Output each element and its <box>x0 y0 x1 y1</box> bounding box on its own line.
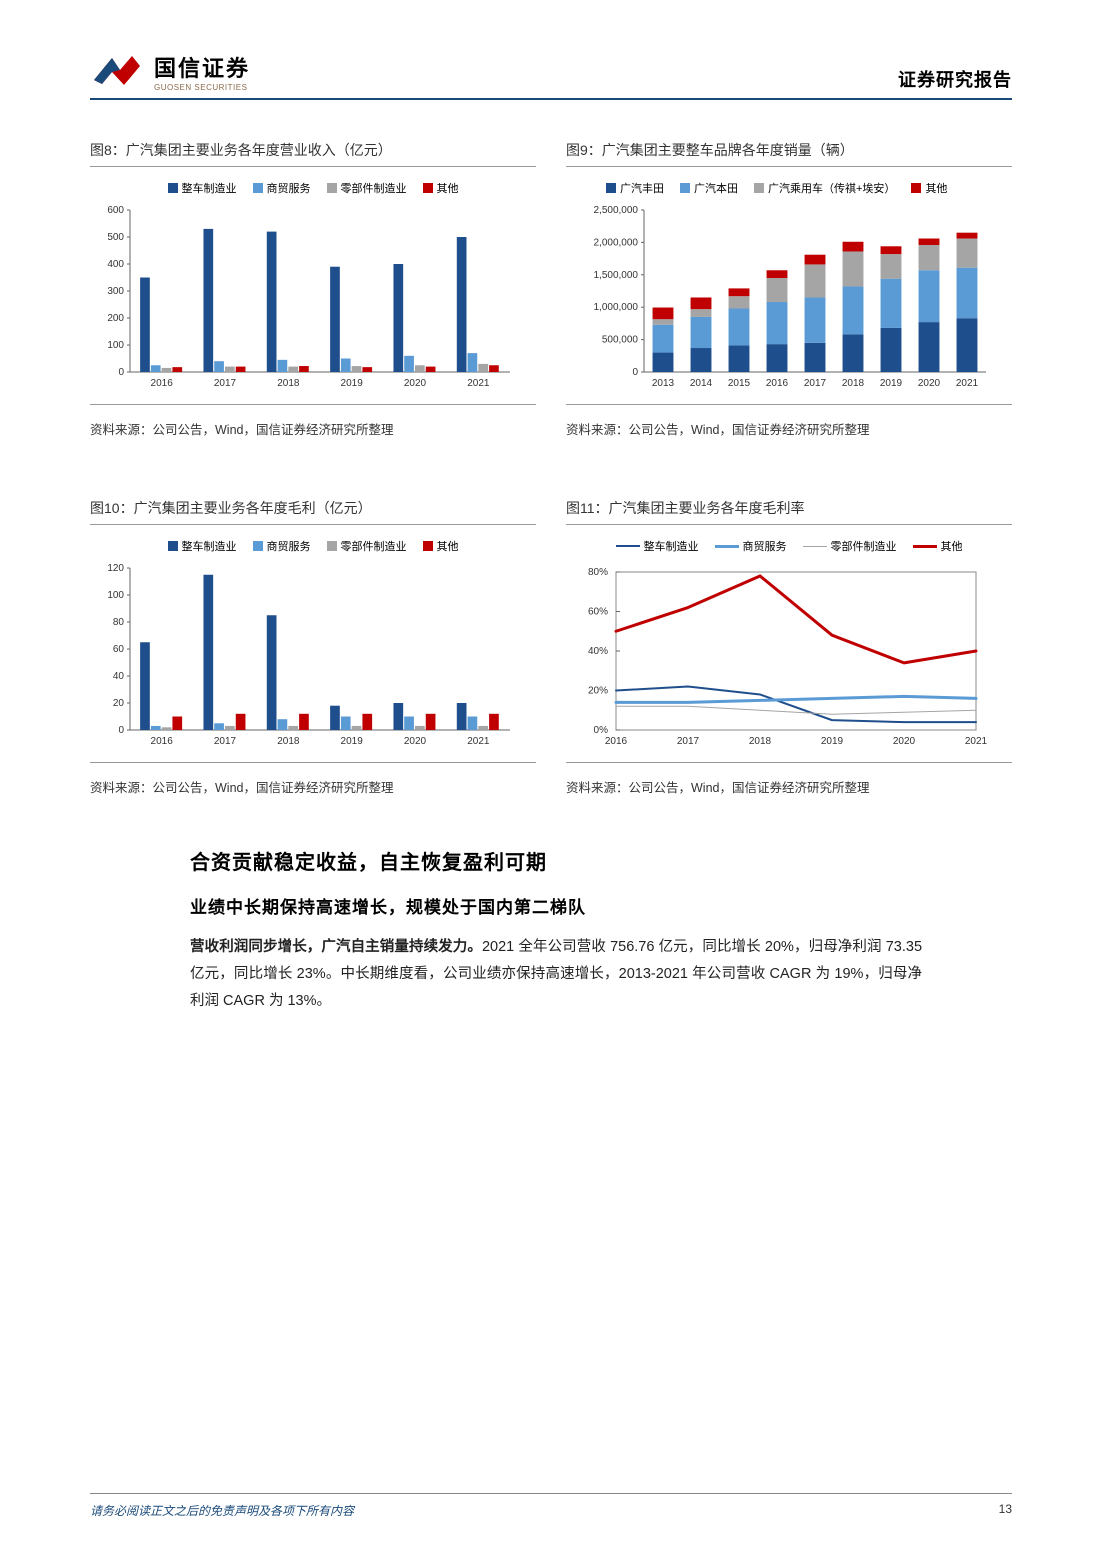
svg-text:2017: 2017 <box>804 378 827 389</box>
chart-11-svg: 0% 20% 40% 60% 80% 2016 2017 2018 2019 2020 2021 <box>566 562 996 752</box>
svg-text:2020: 2020 <box>404 736 427 747</box>
svg-text:100: 100 <box>107 340 124 351</box>
svg-text:500: 500 <box>107 232 124 243</box>
para-lead: 营收利润同步增长，广汽自主销量持续发力。 <box>190 939 482 955</box>
chart-11-legend: 整车制造业商贸服务零部件制造业其他 <box>566 538 1012 554</box>
svg-text:100: 100 <box>107 590 124 601</box>
svg-text:2016: 2016 <box>605 736 628 747</box>
body-text: 合资贡献稳定收益，自主恢复盈利可期 业绩中长期保持高速增长，规模处于国内第二梯队… <box>90 846 1012 1014</box>
svg-text:2021: 2021 <box>965 736 988 747</box>
chart-9: 图9：广汽集团主要整车品牌各年度销量（辆） 广汽丰田广汽本田广汽乘用车（传祺+埃… <box>566 140 1012 438</box>
svg-text:2021: 2021 <box>467 736 490 747</box>
svg-text:2016: 2016 <box>151 378 174 389</box>
chart-8: 图8：广汽集团主要业务各年度营业收入（亿元） 整车制造业商贸服务零部件制造业其他… <box>90 140 536 438</box>
svg-text:300: 300 <box>107 286 124 297</box>
chart-8-svg: 0 100 200 300 400 500 600 2016 2017 2018 2019 2020 2… <box>90 204 520 394</box>
logo-text-en: GUOSEN SECURITIES <box>154 83 250 92</box>
chart-11-title: 图11：广汽集团主要业务各年度毛利率 <box>566 498 1012 525</box>
chart-9-title: 图9：广汽集团主要整车品牌各年度销量（辆） <box>566 140 1012 167</box>
chart-11: 图11：广汽集团主要业务各年度毛利率 整车制造业商贸服务零部件制造业其他 0%2… <box>566 498 1012 796</box>
svg-text:600: 600 <box>107 205 124 216</box>
svg-text:2018: 2018 <box>842 378 865 389</box>
svg-text:2018: 2018 <box>277 736 300 747</box>
section-subheading: 业绩中长期保持高速增长，规模处于国内第二梯队 <box>190 893 922 918</box>
logo-icon <box>90 50 146 92</box>
svg-text:2019: 2019 <box>341 736 364 747</box>
chart-10-svg: 0 20 40 60 80 100 120 2016 2017 2018 2019 2020 2021 <box>90 562 520 752</box>
svg-text:1,500,000: 1,500,000 <box>594 270 639 281</box>
chart-8-title: 图8：广汽集团主要业务各年度营业收入（亿元） <box>90 140 536 167</box>
svg-text:40%: 40% <box>588 646 608 657</box>
section-heading: 合资贡献稳定收益，自主恢复盈利可期 <box>190 846 922 875</box>
body-paragraph: 营收利润同步增长，广汽自主销量持续发力。2021 全年公司营收 756.76 亿… <box>190 934 922 1014</box>
svg-text:2020: 2020 <box>918 378 941 389</box>
footer-disclaimer: 请务必阅读正文之后的免责声明及各项下所有内容 <box>90 1502 354 1519</box>
svg-text:2014: 2014 <box>690 378 713 389</box>
svg-text:80: 80 <box>113 617 125 628</box>
chart-8-legend: 整车制造业商贸服务零部件制造业其他 <box>90 180 536 196</box>
svg-text:0%: 0% <box>594 725 609 736</box>
svg-text:2,000,000: 2,000,000 <box>594 237 639 248</box>
svg-text:0: 0 <box>632 367 638 378</box>
svg-text:2018: 2018 <box>277 378 300 389</box>
svg-text:1,000,000: 1,000,000 <box>594 302 639 313</box>
chart-10-source: 资料来源：公司公告，Wind，国信证券经济研究所整理 <box>90 777 536 796</box>
svg-text:0: 0 <box>118 725 124 736</box>
page-footer: 请务必阅读正文之后的免责声明及各项下所有内容 13 <box>90 1493 1012 1519</box>
logo: 国信证券 GUOSEN SECURITIES <box>90 50 250 92</box>
svg-text:2020: 2020 <box>404 378 427 389</box>
svg-text:2017: 2017 <box>214 736 237 747</box>
svg-text:2020: 2020 <box>893 736 916 747</box>
svg-text:2017: 2017 <box>214 378 237 389</box>
svg-text:2,500,000: 2,500,000 <box>594 205 639 216</box>
chart-11-source: 资料来源：公司公告，Wind，国信证券经济研究所整理 <box>566 777 1012 796</box>
chart-9-svg: 0 500,000 1,000,000 1,500,000 2,000,000 2,500… <box>566 204 996 394</box>
svg-text:2019: 2019 <box>341 378 364 389</box>
chart-10: 图10：广汽集团主要业务各年度毛利（亿元） 整车制造业商贸服务零部件制造业其他 … <box>90 498 536 796</box>
header-title: 证券研究报告 <box>898 66 1012 92</box>
chart-10-title: 图10：广汽集团主要业务各年度毛利（亿元） <box>90 498 536 525</box>
logo-text-cn: 国信证券 <box>154 51 250 83</box>
svg-text:80%: 80% <box>588 567 608 578</box>
svg-text:120: 120 <box>107 563 124 574</box>
chart-10-legend: 整车制造业商贸服务零部件制造业其他 <box>90 538 536 554</box>
svg-text:200: 200 <box>107 313 124 324</box>
svg-text:2019: 2019 <box>880 378 903 389</box>
chart-9-source: 资料来源：公司公告，Wind，国信证券经济研究所整理 <box>566 419 1012 438</box>
svg-text:2018: 2018 <box>749 736 772 747</box>
svg-text:2021: 2021 <box>956 378 979 389</box>
svg-text:2016: 2016 <box>151 736 174 747</box>
svg-text:400: 400 <box>107 259 124 270</box>
svg-text:40: 40 <box>113 671 125 682</box>
svg-text:20%: 20% <box>588 686 608 697</box>
svg-text:0: 0 <box>118 367 124 378</box>
svg-text:2019: 2019 <box>821 736 844 747</box>
svg-text:2013: 2013 <box>652 378 675 389</box>
page-header: 国信证券 GUOSEN SECURITIES 证券研究报告 <box>90 50 1012 100</box>
chart-9-legend: 广汽丰田广汽本田广汽乘用车（传祺+埃安）其他 <box>566 180 1012 196</box>
svg-text:60: 60 <box>113 644 125 655</box>
svg-text:500,000: 500,000 <box>602 335 639 346</box>
svg-text:2021: 2021 <box>467 378 490 389</box>
svg-text:2015: 2015 <box>728 378 751 389</box>
svg-text:2017: 2017 <box>677 736 700 747</box>
svg-text:60%: 60% <box>588 607 608 618</box>
svg-text:20: 20 <box>113 698 125 709</box>
footer-page-number: 13 <box>999 1502 1012 1519</box>
chart-8-source: 资料来源：公司公告，Wind，国信证券经济研究所整理 <box>90 419 536 438</box>
svg-text:2016: 2016 <box>766 378 789 389</box>
